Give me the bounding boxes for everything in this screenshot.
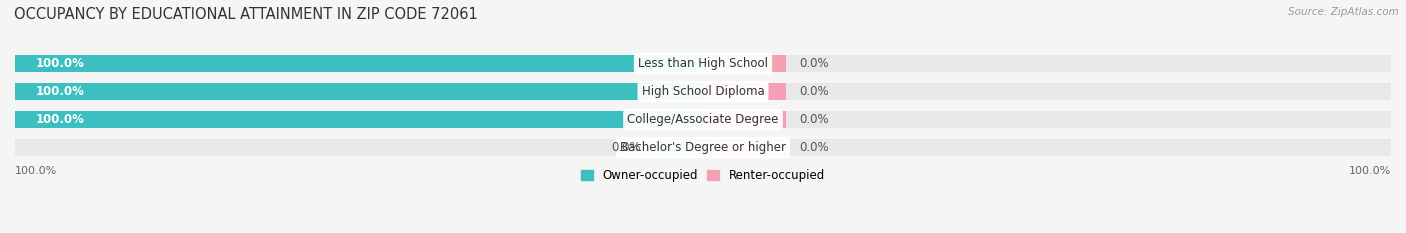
Bar	[15, 55, 703, 72]
Text: 100.0%: 100.0%	[35, 57, 84, 70]
Text: 0.0%: 0.0%	[800, 141, 830, 154]
Bar	[703, 83, 786, 100]
Bar	[15, 83, 1391, 100]
Text: College/Associate Degree: College/Associate Degree	[627, 113, 779, 126]
Text: 0.0%: 0.0%	[612, 141, 641, 154]
Bar	[703, 55, 786, 72]
Bar	[703, 111, 786, 128]
Text: 100.0%: 100.0%	[1348, 166, 1391, 176]
Bar	[703, 139, 786, 156]
Text: Less than High School: Less than High School	[638, 57, 768, 70]
Text: 0.0%: 0.0%	[800, 113, 830, 126]
Text: OCCUPANCY BY EDUCATIONAL ATTAINMENT IN ZIP CODE 72061: OCCUPANCY BY EDUCATIONAL ATTAINMENT IN Z…	[14, 7, 478, 22]
Text: 100.0%: 100.0%	[15, 166, 58, 176]
Text: Source: ZipAtlas.com: Source: ZipAtlas.com	[1288, 7, 1399, 17]
Bar	[15, 83, 703, 100]
Bar	[15, 111, 1391, 128]
Bar	[655, 139, 703, 156]
Text: 100.0%: 100.0%	[35, 85, 84, 98]
Text: Bachelor's Degree or higher: Bachelor's Degree or higher	[620, 141, 786, 154]
Legend: Owner-occupied, Renter-occupied: Owner-occupied, Renter-occupied	[576, 164, 830, 186]
Text: 100.0%: 100.0%	[35, 113, 84, 126]
Bar	[15, 139, 1391, 156]
Text: 0.0%: 0.0%	[800, 57, 830, 70]
Text: 0.0%: 0.0%	[800, 85, 830, 98]
Bar	[15, 111, 703, 128]
Text: High School Diploma: High School Diploma	[641, 85, 765, 98]
Bar	[15, 55, 1391, 72]
